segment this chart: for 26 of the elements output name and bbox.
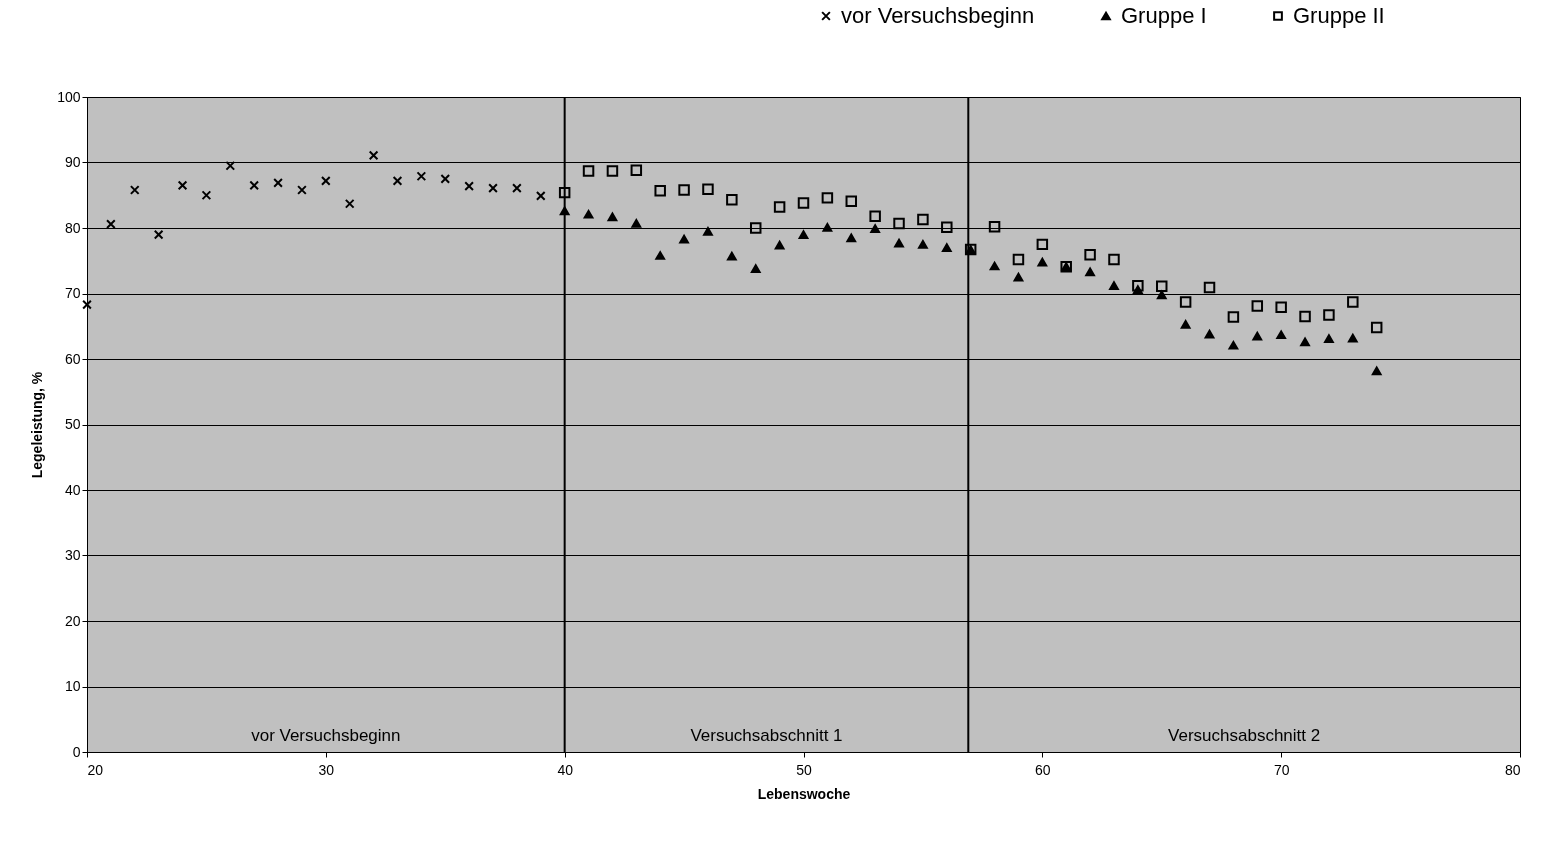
x-tick-label: 50: [796, 761, 812, 778]
x-axis-title: Lebenswoche: [757, 785, 851, 802]
x-tick-label: 30: [318, 761, 335, 778]
x-tick-label: 20: [87, 761, 104, 778]
y-tick-label: 50: [64, 416, 81, 432]
annotation: Versuchsabschnitt 1: [690, 726, 843, 745]
y-tick-label: 70: [64, 285, 81, 301]
x-tick-label: 40: [557, 761, 574, 778]
y-tick-label: 10: [64, 678, 81, 694]
x-tick-label: 80: [1504, 761, 1521, 778]
y-tick-label: 20: [64, 612, 81, 629]
y-tick-label: 0: [72, 743, 81, 760]
annotation: vor Versuchsbeginn: [251, 726, 401, 745]
legend-label: vor Versuchsbeginn: [841, 3, 1035, 28]
legend-label: Gruppe II: [1293, 3, 1385, 28]
y-axis-title: Legeleistung, %: [29, 371, 46, 479]
y-tick-label: 90: [64, 154, 81, 170]
y-tick-label: 60: [64, 350, 81, 367]
y-tick-label: 100: [57, 88, 81, 105]
y-tick-label: 30: [64, 547, 81, 563]
y-tick-label: 80: [64, 219, 81, 236]
y-tick-label: 40: [64, 481, 81, 498]
annotation: Versuchsabschnitt 2: [1168, 726, 1321, 745]
legend-label: Gruppe I: [1121, 3, 1207, 28]
x-tick-label: 70: [1273, 761, 1290, 778]
x-tick-label: 60: [1035, 761, 1051, 778]
